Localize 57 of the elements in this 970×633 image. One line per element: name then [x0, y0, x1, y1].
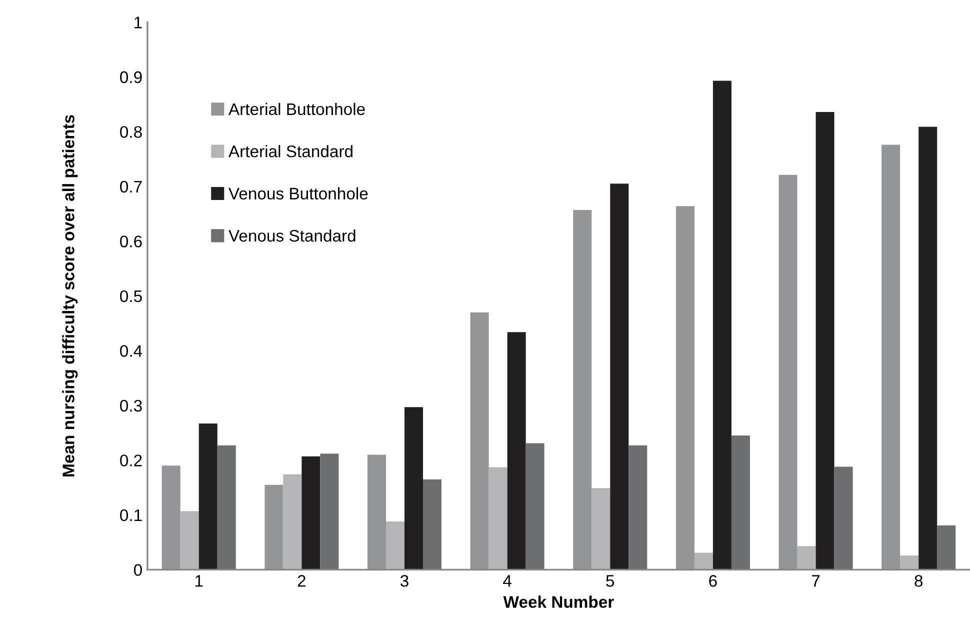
bar: [694, 552, 713, 570]
y-tick-label: 0.6: [120, 236, 142, 248]
legend-label: Arterial Standard: [228, 145, 352, 158]
bar: [797, 546, 816, 570]
y-tick-label: 0.3: [120, 400, 142, 412]
bar: [900, 555, 919, 570]
x-tick-label: 8: [914, 575, 922, 587]
x-tick-label: 7: [812, 575, 820, 587]
bar: [404, 407, 423, 570]
y-tick-label: 0.9: [120, 71, 142, 84]
bar: [180, 511, 199, 570]
bar: [423, 479, 442, 570]
bar: [778, 174, 798, 570]
bar: [834, 466, 853, 570]
bar: [264, 484, 284, 570]
legend-label: Arterial Buttonhole: [228, 102, 365, 116]
y-tick-label: 0.8: [120, 126, 142, 138]
x-tick-label: 6: [709, 575, 717, 587]
bar: [937, 525, 956, 570]
y-tick-label: 0.7: [120, 180, 142, 193]
y-tick-label: 0.4: [120, 345, 142, 357]
x-tick-label: 1: [195, 575, 203, 587]
bar: [198, 424, 218, 570]
bar: [610, 184, 629, 570]
x-tick-label: 2: [298, 575, 306, 587]
x-tick-label: 3: [400, 575, 408, 587]
y-tick-label: 1: [134, 16, 142, 28]
y-axis-title: Mean nursing difficulty score over all patients: [62, 115, 78, 476]
bar: [367, 454, 386, 570]
y-tick-label: 0.1: [120, 509, 142, 522]
bar: [882, 144, 900, 570]
bar: [283, 474, 302, 570]
bar: [320, 454, 339, 570]
bar: [302, 456, 320, 570]
bar: [507, 332, 526, 570]
y-tick-label: 0.2: [120, 454, 142, 466]
bar: [731, 436, 750, 570]
y-tick-label: 0.5: [120, 290, 142, 302]
legend-label: Venous Buttonhole: [228, 187, 368, 200]
bar: [573, 210, 592, 570]
legend-label: Venous Standard: [228, 229, 356, 242]
bar: [386, 522, 404, 570]
bar: [628, 445, 648, 570]
x-axis-title: Week Number: [503, 596, 614, 608]
x-tick-label: 4: [503, 575, 512, 587]
bar: [526, 443, 544, 570]
y-tick-label: 0: [134, 564, 142, 576]
bar: [592, 488, 610, 570]
bar: [918, 126, 938, 570]
bar: [816, 112, 834, 570]
bar: [162, 466, 180, 570]
bar: [470, 312, 489, 570]
bar: [488, 467, 508, 570]
bar: [676, 206, 694, 570]
bar: [712, 80, 732, 570]
x-tick-label: 5: [606, 575, 614, 587]
bar: [217, 445, 236, 570]
